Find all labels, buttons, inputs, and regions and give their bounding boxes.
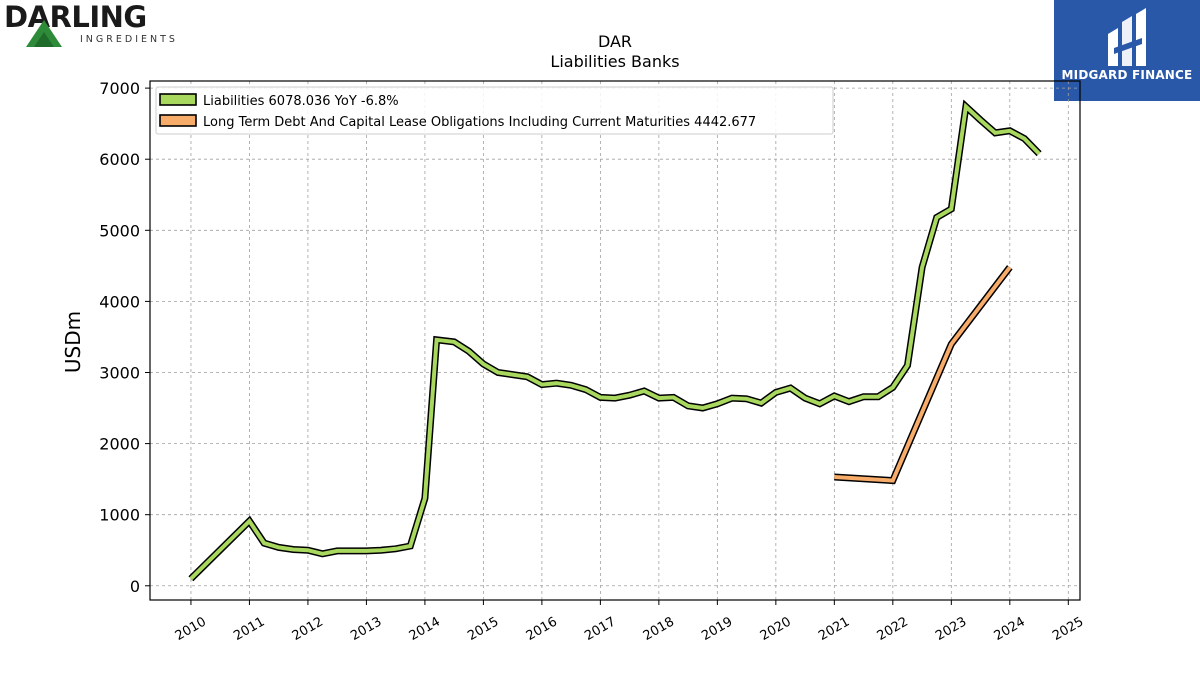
legend-label-liabilities: Liabilities 6078.036 YoY -6.8% [203,94,399,109]
x-tick-label: 2016 [524,614,560,644]
x-tick-label: 2014 [407,614,443,644]
legend: Liabilities 6078.036 YoY -6.8% Long Term… [155,86,834,135]
x-tick-label: 2013 [348,614,384,644]
y-tick-label: 2000 [99,435,140,454]
grid [150,81,1080,600]
x-tick-label: 2018 [641,614,677,644]
triangle-icon [26,20,62,47]
series-line-liabilities [189,102,1041,581]
x-tick-label: 2023 [933,614,969,644]
plot-frame [149,80,1081,601]
x-tick-label: 2017 [582,614,618,644]
y-tick-label: 1000 [99,506,140,525]
series-lines [188,99,1042,582]
x-tick-label: 2011 [231,614,267,644]
chart-title-block: DAR Liabilities Banks [415,32,815,72]
y-tick-label: 3000 [99,363,140,382]
midgard-mark-icon [1108,8,1146,66]
legend-box [155,86,834,135]
y-axis-label: USDm [61,311,85,373]
x-tick-label: 2024 [992,614,1028,644]
series-line-long-term-debt [834,266,1012,483]
x-tick-label: 2015 [465,614,501,644]
darling-subtitle: INGREDIENTS [80,34,178,45]
y-tick-label: 0 [130,577,140,596]
x-tick-label: 2020 [758,614,794,644]
midgard-finance-logo: MIDGARD FINANCE [1054,0,1200,101]
y-tick-label: 6000 [99,150,140,169]
y-tick-label: 4000 [99,292,140,311]
x-tick-label: 2019 [699,614,735,644]
x-tick-label: 2022 [875,614,911,644]
y-tick-label: 5000 [99,221,140,240]
legend-label-long-term-debt: Long Term Debt And Capital Lease Obligat… [203,115,756,130]
legend-swatch-liabilities [159,93,197,106]
axis-ticks: 0 1000 2000 3000 4000 5000 6000 7000 2010 2011 201… [99,79,1086,644]
midgard-brand-text: MIDGARD FINANCE [1061,68,1193,82]
legend-swatch-long-term-debt [159,114,197,127]
x-tick-label: 2010 [173,614,209,644]
darling-ingredients-logo: DARLING INGREDIENTS [4,0,179,48]
darling-wordmark: DARLING [4,0,147,34]
x-tick-label: 2025 [1050,614,1086,644]
x-tick-label: 2021 [816,614,852,644]
chart-title: DAR [597,32,633,51]
chart-subtitle: Liabilities Banks [550,52,680,71]
y-tick-label: 7000 [99,79,140,98]
x-tick-label: 2012 [290,614,326,644]
